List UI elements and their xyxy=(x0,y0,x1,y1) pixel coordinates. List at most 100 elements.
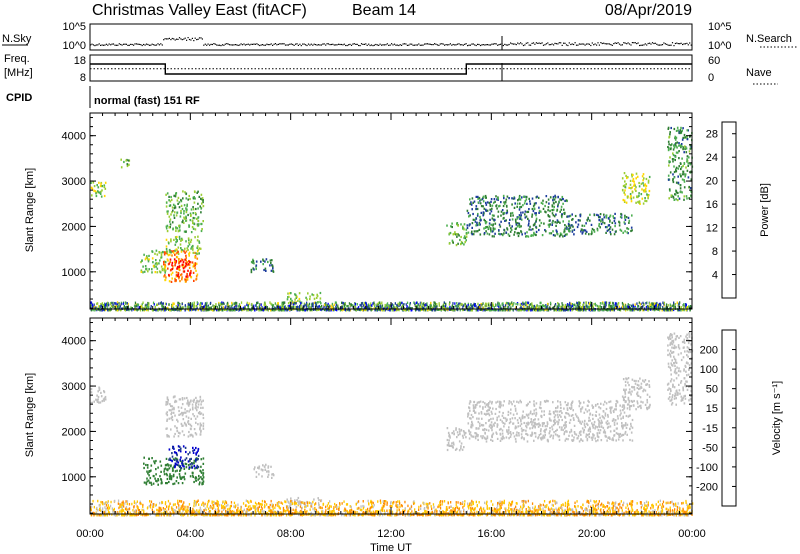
data-cell xyxy=(683,151,685,154)
data-cell xyxy=(527,210,530,213)
data-cell xyxy=(146,464,149,467)
data-cell xyxy=(511,225,513,228)
noise-point xyxy=(144,44,146,46)
data-cell xyxy=(306,298,308,301)
noise-point xyxy=(429,43,431,45)
data-cell xyxy=(146,470,148,473)
near-range-cell xyxy=(608,304,610,307)
near-range-cell xyxy=(294,302,296,305)
near-range-cell xyxy=(576,302,578,305)
noise-point xyxy=(112,43,115,45)
noise-point xyxy=(603,42,605,44)
data-cell xyxy=(181,476,183,479)
data-cell xyxy=(505,219,507,222)
near-range-cell xyxy=(220,303,222,307)
near-range-cell xyxy=(632,305,635,308)
data-cell xyxy=(551,205,554,208)
data-cell xyxy=(103,399,105,402)
near-range-cell xyxy=(617,308,619,311)
near-range-cell xyxy=(276,305,278,308)
near-range-cell xyxy=(523,308,525,312)
data-cell xyxy=(180,198,182,202)
noise-point xyxy=(405,43,407,45)
data-cell xyxy=(100,190,102,193)
data-cell xyxy=(560,205,563,208)
near-range-cell xyxy=(175,305,177,308)
noise-point xyxy=(256,43,258,45)
noise-point xyxy=(376,44,378,46)
noise-point xyxy=(464,43,466,45)
near-range-cell xyxy=(123,304,125,308)
data-cell xyxy=(100,182,102,185)
near-range-cell xyxy=(327,308,329,312)
noise-point xyxy=(264,44,267,46)
near-range-cell xyxy=(535,304,538,308)
noise-point xyxy=(125,43,127,45)
data-cell xyxy=(177,435,180,438)
noise-point xyxy=(209,44,211,46)
data-cell xyxy=(195,252,198,255)
near-range-cell xyxy=(591,304,593,307)
data-cell xyxy=(533,233,535,236)
data-cell xyxy=(174,432,176,436)
data-cell xyxy=(591,227,594,231)
near-range-cell xyxy=(188,303,191,306)
data-cell xyxy=(97,190,99,193)
data-cell xyxy=(463,235,466,238)
noise-series xyxy=(90,37,692,47)
noise-point xyxy=(224,43,226,45)
near-range-cell xyxy=(502,304,504,307)
data-cell xyxy=(598,216,600,219)
near-range-cell xyxy=(592,308,595,312)
near-range-cell xyxy=(484,308,486,312)
near-range-cell xyxy=(361,308,364,312)
data-cell xyxy=(593,230,596,233)
data-cell xyxy=(668,146,670,150)
near-range-cell xyxy=(627,303,629,306)
data-cell xyxy=(690,195,693,198)
data-cell xyxy=(681,191,683,194)
data-cell xyxy=(166,396,169,399)
near-range-cell xyxy=(284,306,286,310)
data-cell xyxy=(155,468,157,471)
near-range-cell xyxy=(373,301,375,304)
data-cell xyxy=(471,226,473,229)
data-cell xyxy=(167,259,169,262)
near-range-cell xyxy=(177,304,179,307)
noise-point xyxy=(133,44,135,46)
near-range-cell xyxy=(482,307,484,310)
near-range-cell xyxy=(688,305,690,308)
data-cell xyxy=(161,269,164,272)
near-range-cell xyxy=(324,308,326,312)
data-cell xyxy=(175,192,177,195)
data-cell xyxy=(683,133,686,137)
data-cell xyxy=(478,196,481,200)
noise-point xyxy=(580,43,582,45)
near-range-cell xyxy=(177,301,179,305)
near-range-cell xyxy=(142,308,144,312)
data-cell xyxy=(485,230,487,233)
near-range-cell xyxy=(616,302,618,305)
near-range-cell xyxy=(548,306,550,310)
near-range-cell xyxy=(386,302,389,305)
noise-point xyxy=(508,43,510,46)
data-cell xyxy=(567,222,570,226)
near-range-cell xyxy=(454,308,456,312)
data-cell xyxy=(464,236,467,240)
data-cell xyxy=(179,450,182,453)
noise-point xyxy=(326,43,328,45)
near-range-cell xyxy=(260,306,262,309)
data-cell xyxy=(685,147,688,150)
data-cell xyxy=(182,445,185,448)
data-cell xyxy=(449,444,452,447)
near-range-cell xyxy=(560,308,562,311)
data-cell xyxy=(622,231,624,234)
noise-point xyxy=(352,43,354,45)
near-range-cell xyxy=(127,305,129,308)
data-cell xyxy=(623,172,626,175)
near-range-cell xyxy=(300,301,302,305)
near-range-cell xyxy=(587,305,589,309)
noise-point xyxy=(408,44,410,46)
data-cell xyxy=(505,212,508,215)
